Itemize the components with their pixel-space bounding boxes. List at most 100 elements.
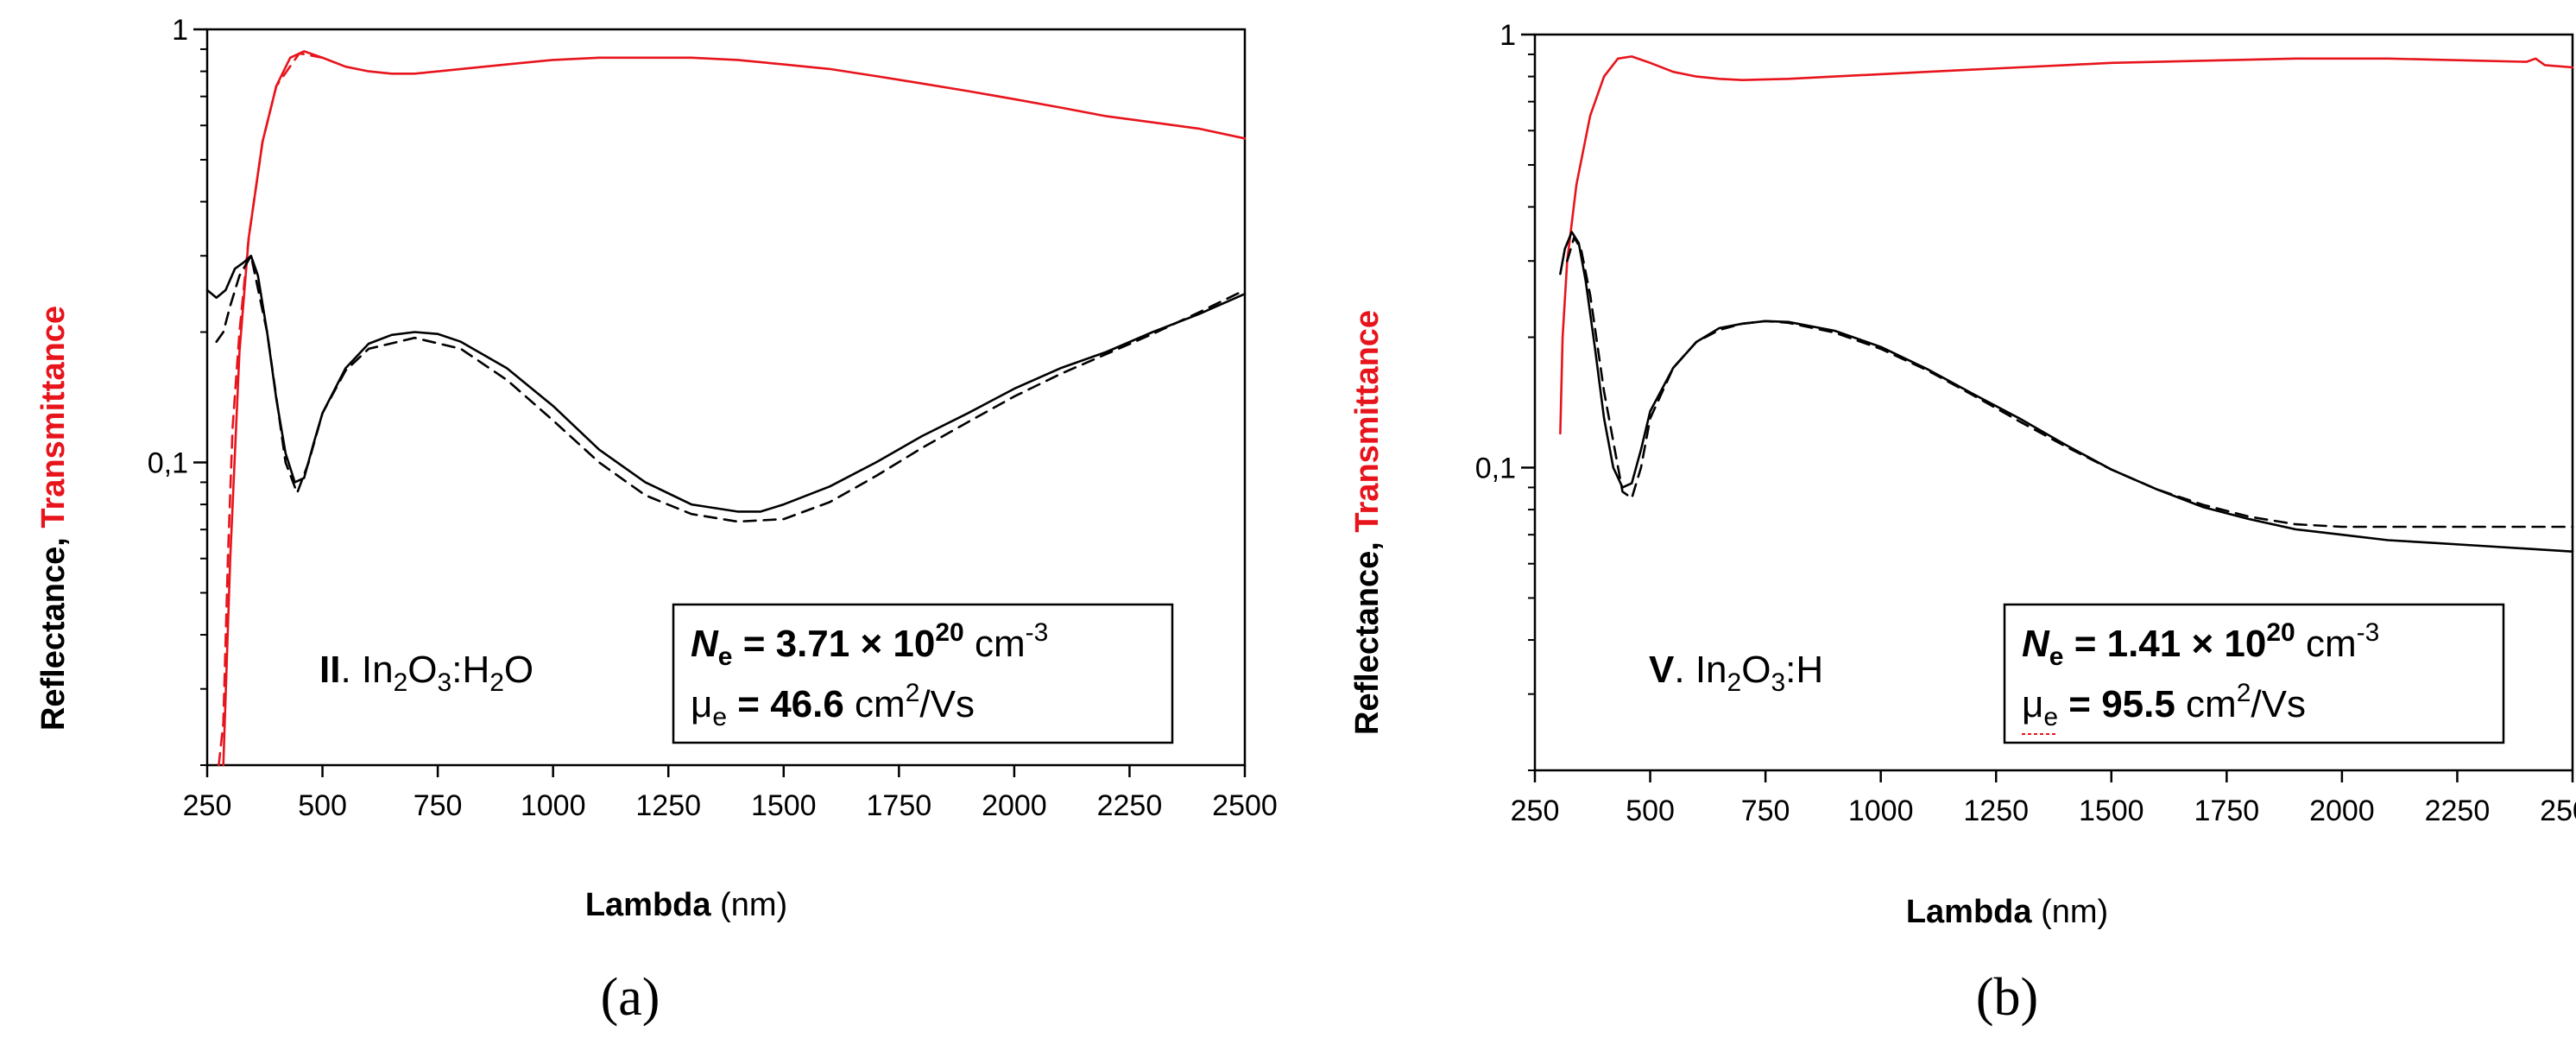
annotation-box-a (672, 603, 1174, 744)
mu-sub-a: e (712, 703, 727, 731)
x-tick-label: 1750 (867, 789, 932, 822)
series-b (1559, 55, 2574, 554)
x-tick-label: 2250 (1097, 789, 1163, 822)
series-a (205, 50, 1247, 767)
y-axis-label-transmittance: Transmittance (1349, 310, 1386, 533)
mu-sub-b: e (2043, 703, 2058, 731)
ne-exp-b: 20 (2266, 618, 2295, 647)
ne-value-b: = 1.41 × 10 (2063, 623, 2266, 665)
mu-unit-exp-a: 2 (906, 679, 920, 707)
x-tick-label: 1250 (1963, 795, 2029, 827)
sample-label-b: V. In2O3:H (1649, 649, 1823, 697)
sample-s1-b: 2 (1727, 668, 1742, 697)
sample-label-a: II. In2O3:H2O (319, 649, 534, 697)
ne-unit-exp-b: -3 (2357, 618, 2380, 647)
ne-value-a: = 3.71 × 10 (732, 623, 935, 665)
sample-t2-a: O (407, 649, 437, 691)
mu-value-b: = 95.5 (2058, 683, 2175, 725)
y-axis-label-reflectance: Reflectance (1349, 551, 1386, 735)
x-axis-label-b: Lambda (nm) (1906, 894, 2108, 930)
x-tick-label: 250 (183, 789, 232, 822)
mu-symbol-b: μ (2022, 683, 2043, 725)
x-tick-label: 1250 (635, 789, 701, 822)
sample-t1-b: In (1695, 649, 1727, 691)
chart-a: Reflectance, Transmittance 250 500 750 1000… (35, 14, 1278, 1027)
x-tick-label: 1000 (521, 789, 586, 822)
series-line-reflectance (1559, 231, 2574, 554)
x-tick-label: 2500 (1212, 789, 1278, 822)
sample-t2-b: O (1741, 649, 1771, 691)
sample-dot-b: . (1674, 649, 1695, 691)
panel-label-b: (b) (1976, 968, 2038, 1027)
y-axis-label-separator: , (35, 529, 72, 547)
x-axis-label-a: Lambda (nm) (585, 887, 787, 923)
sample-t4-a: O (504, 649, 534, 691)
annotation-mu-b: μe = 95.5 cm2/Vs (2022, 679, 2306, 731)
sample-roman-a: II (319, 649, 340, 691)
series-line-transmittance (1559, 55, 2574, 435)
ne-unit-a: cm (964, 623, 1026, 665)
x-tick-label: 750 (414, 789, 463, 822)
plot-frame-b (1533, 33, 2574, 772)
y-tick-label: 1 (1500, 19, 1516, 52)
x-tick-label: 2500 (2540, 795, 2576, 827)
ne-unit-exp-a: -3 (1026, 618, 1049, 647)
ne-unit-b: cm (2295, 623, 2357, 665)
sample-dot-a: . (340, 649, 361, 691)
x-tick-label: 1000 (1848, 795, 1914, 827)
annotation-mu-a: μe = 46.6 cm2/Vs (691, 679, 975, 731)
y-axis-label-transmittance: Transmittance (35, 306, 72, 529)
mu-value-a: = 46.6 (727, 683, 844, 725)
y-axis-label-reflectance: Reflectance (35, 547, 72, 731)
x-axis-label-bold-a: Lambda (585, 887, 712, 923)
sample-s2-a: 3 (438, 668, 452, 697)
sample-t3-a: :H (451, 649, 489, 691)
series-line-reflectance-fit (1566, 236, 2574, 529)
sample-t1-a: In (362, 649, 394, 691)
plot-frame-a (205, 28, 1247, 767)
sample-s3-a: 2 (489, 668, 504, 697)
x-tick-label: 750 (1741, 795, 1790, 827)
ne-sub-b: e (2049, 643, 2064, 671)
annotation-ne-a: Ne = 3.71 × 1020 cm-3 (691, 618, 1048, 671)
x-tick-label: 500 (298, 789, 347, 822)
annotation-ne-b: Ne = 1.41 × 1020 cm-3 (2022, 618, 2379, 671)
series-line-reflectance-fit (215, 254, 1247, 523)
x-tick-label: 1500 (2079, 795, 2144, 827)
mu-unit-a: cm (844, 683, 906, 725)
y-tick-label: 1 (172, 14, 188, 47)
series-line-reflectance (205, 254, 1247, 513)
sample-roman-b: V (1649, 649, 1675, 691)
mu-unit-rest-b: /Vs (2251, 683, 2306, 725)
y-axis-label-separator: , (1349, 533, 1386, 551)
x-tick-label: 2000 (2309, 795, 2375, 827)
x-tick-label: 1500 (751, 789, 817, 822)
x-tick-label: 500 (1626, 795, 1675, 827)
annotation-box-b (2003, 603, 2505, 744)
x-axis-label-bold-b: Lambda (1906, 894, 2033, 930)
mu-symbol-a: μ (691, 683, 712, 725)
mu-unit-rest-a: /Vs (919, 683, 975, 725)
x-tick-label: 1750 (2194, 795, 2260, 827)
panel-label-a: (a) (601, 968, 660, 1027)
ne-exp-a: 20 (935, 618, 963, 647)
x-tick-label: 250 (1511, 795, 1560, 827)
sample-s1-a: 2 (394, 668, 408, 697)
y-axis-label-a: Reflectance, Transmittance (35, 306, 72, 731)
series-line-transmittance-fit (218, 52, 324, 767)
x-tick-label: 2250 (2425, 795, 2491, 827)
x-axis-label-rest-b: (nm) (2032, 894, 2109, 930)
chart-b: Reflectance, Transmittance 250 500 750 1000… (1349, 19, 2576, 1027)
y-tick-label: 0,1 (1475, 452, 1516, 484)
y-tick-label: 0,1 (148, 446, 188, 479)
x-tick-label: 2000 (982, 789, 1047, 822)
ne-sub-a: e (718, 643, 733, 671)
ne-symbol-b: N (2022, 623, 2050, 665)
ne-symbol-a: N (691, 623, 719, 665)
axis-ticks-a: 250 500 750 1000 1250 1500 1750 2000 2250 2500 1 0,… (148, 14, 1278, 822)
sample-s2-b: 3 (1771, 668, 1785, 697)
mu-unit-b: cm (2175, 683, 2237, 725)
y-axis-label-b: Reflectance, Transmittance (1349, 310, 1386, 735)
sample-t3-b: :H (1785, 649, 1823, 691)
